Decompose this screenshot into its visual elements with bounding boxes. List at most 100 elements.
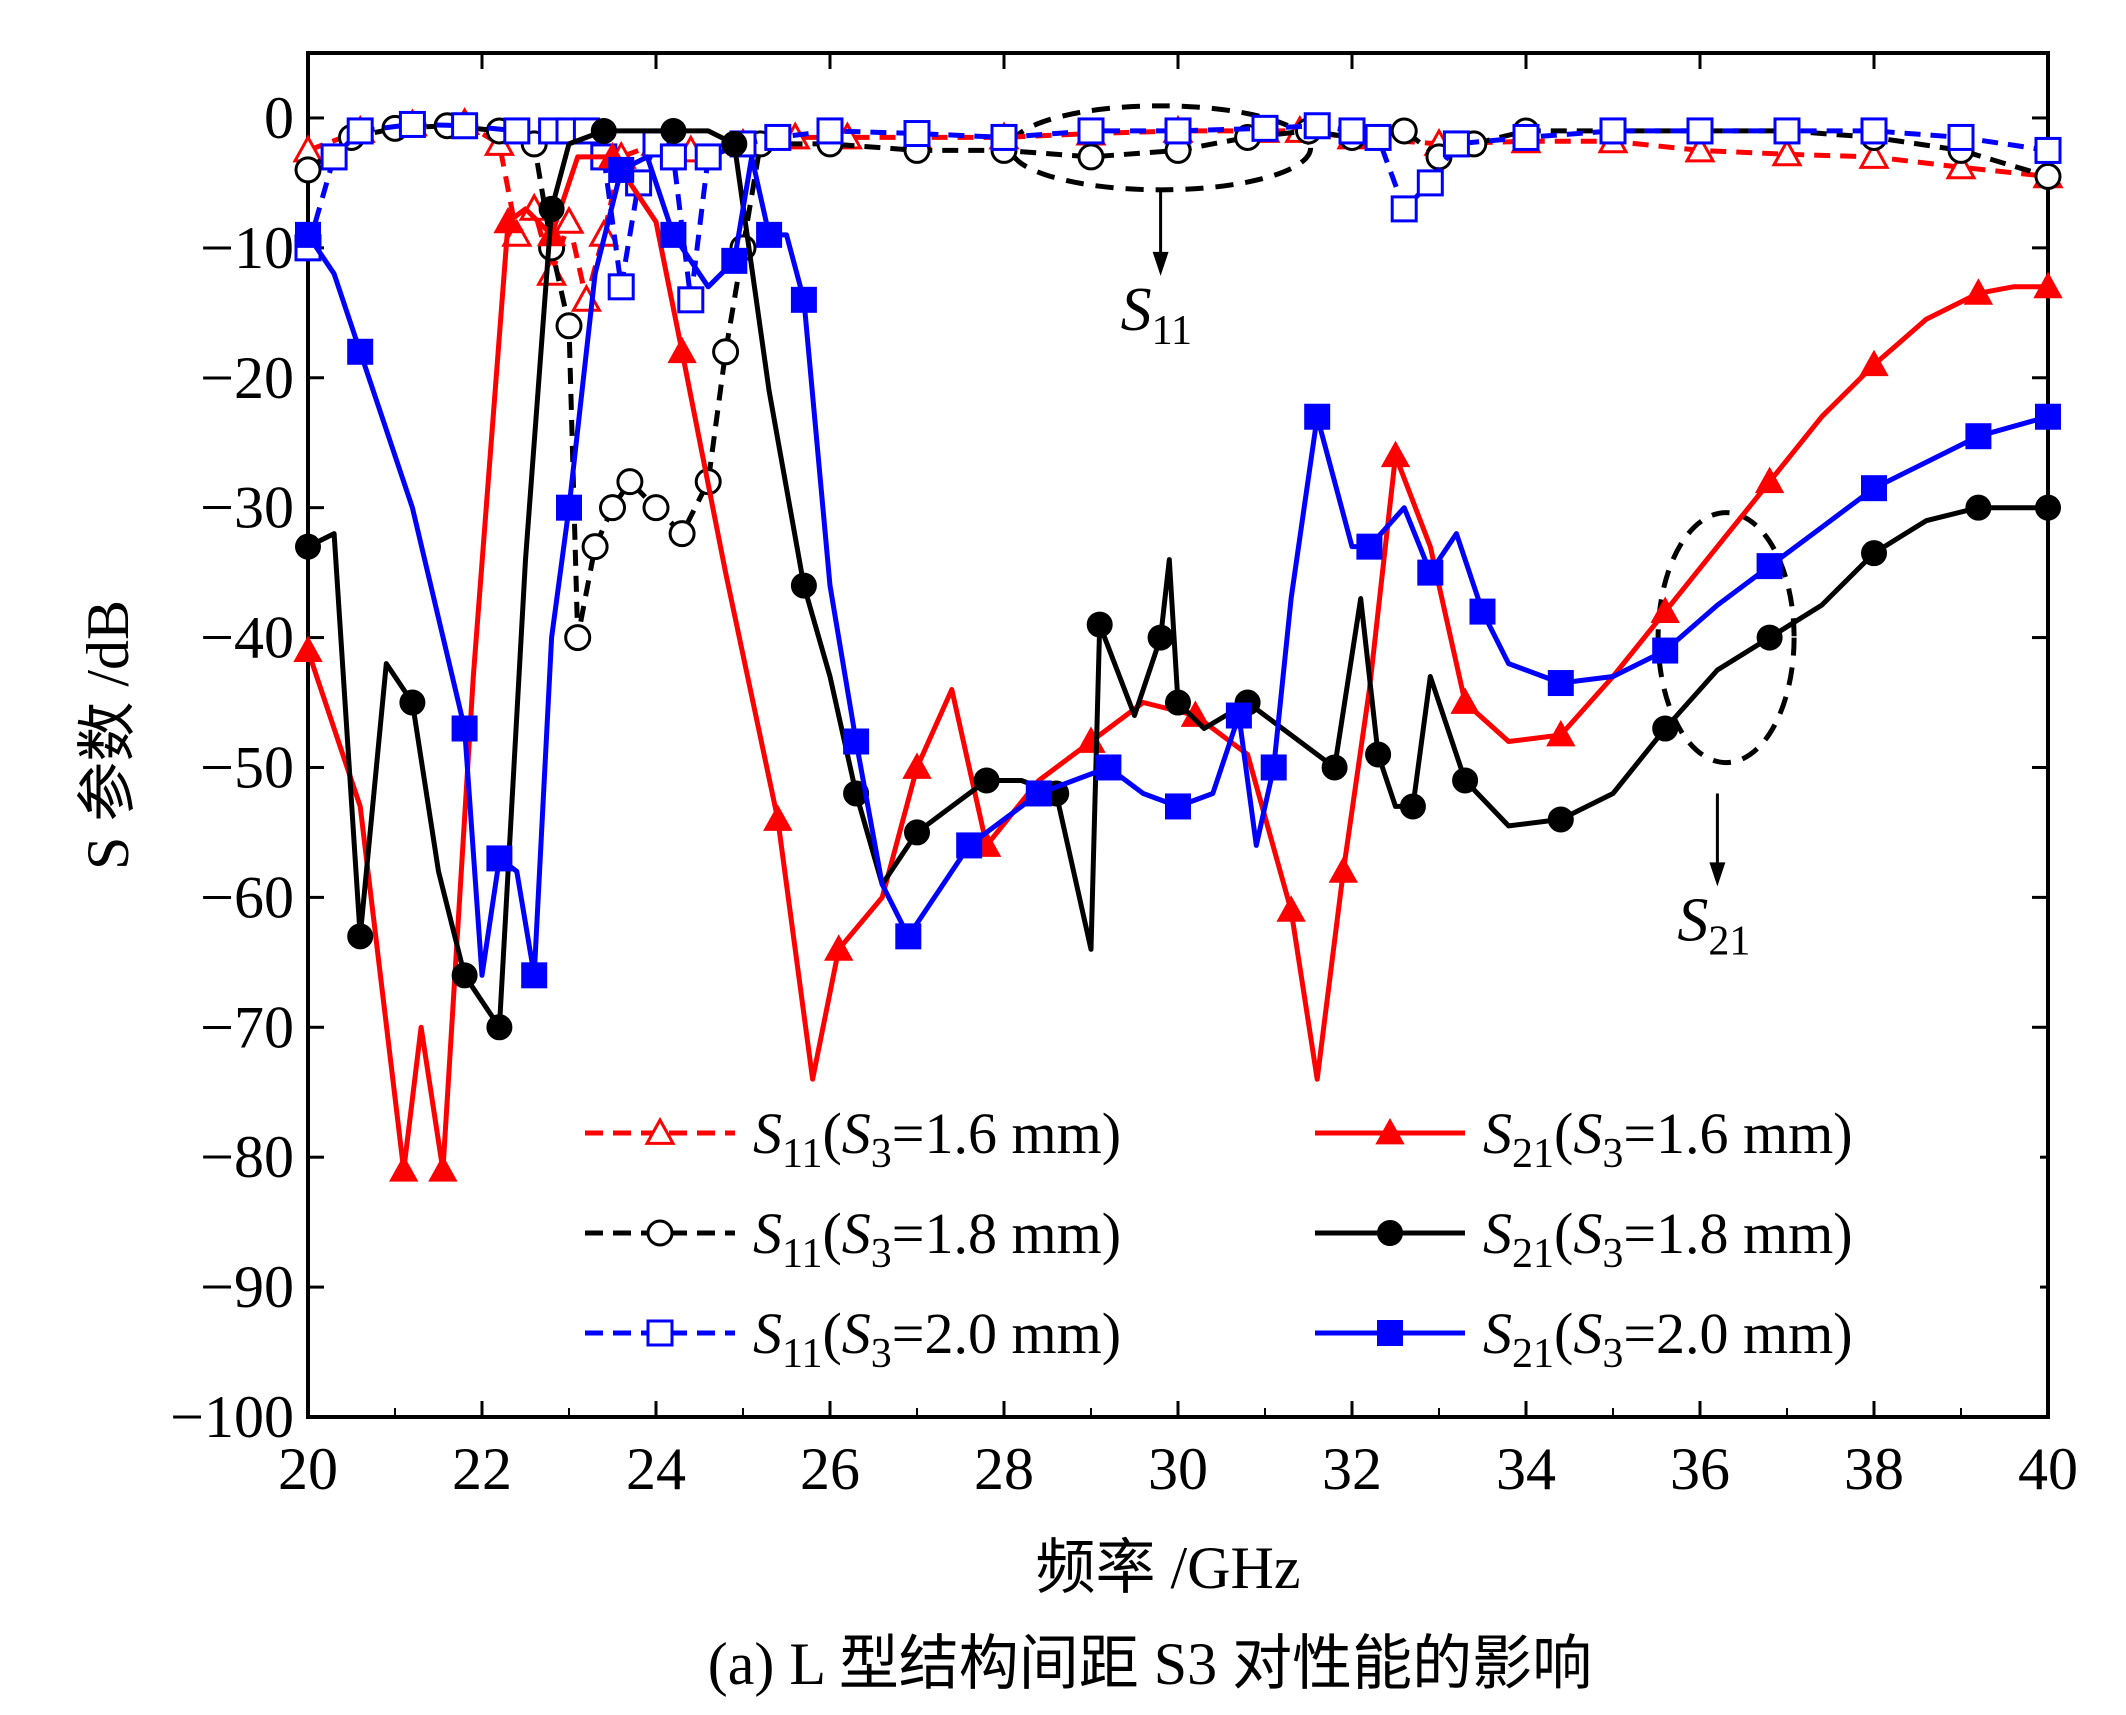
x-tick-label: 26: [800, 1436, 860, 1502]
data-point: [1859, 349, 1889, 377]
data-point: [667, 336, 697, 364]
data-point: [1225, 702, 1252, 729]
x-axis-title: 频率 /GHz: [1036, 1535, 1301, 1601]
data-point: [1945, 151, 1977, 180]
data-point: [756, 221, 783, 248]
data-point: [1321, 754, 1348, 781]
data-point: [1756, 624, 1783, 651]
data-point: [1965, 494, 1992, 521]
data-point: [428, 1155, 458, 1182]
data-point: [816, 117, 844, 145]
x-tick-label: 40: [2018, 1436, 2078, 1502]
y-tick-label: −40: [200, 605, 294, 671]
x-tick-label: 28: [974, 1436, 1034, 1502]
data-point: [973, 767, 1000, 794]
annotations: S11 S21: [1008, 103, 1797, 964]
data-point: [1512, 123, 1540, 151]
data-point: [1771, 138, 1803, 167]
data-point: [659, 143, 687, 171]
data-point: [1546, 719, 1576, 747]
annotation-label: S11: [1121, 276, 1192, 354]
data-point: [1251, 114, 1279, 142]
data-point: [990, 123, 1018, 151]
y-tick-labels: 0 −10 −20 −30 −40 −50 −60 −70 −80 −90 −100: [170, 85, 294, 1450]
legend-label: S11(S3=1.6 mm): [753, 1101, 1121, 1177]
data-point: [1356, 533, 1383, 560]
data-point: [1452, 767, 1479, 794]
data-point: [1684, 134, 1716, 163]
data-point: [1686, 117, 1714, 145]
x-tick-label: 20: [278, 1436, 338, 1502]
data-point: [1338, 117, 1366, 145]
data-point: [538, 195, 565, 222]
data-point: [346, 117, 374, 145]
data-point: [1165, 793, 1191, 820]
data-point: [1861, 540, 1887, 567]
y-tick-label: −100: [170, 1384, 294, 1450]
data-point: [1095, 754, 1122, 781]
data-point: [668, 520, 696, 548]
data-point: [347, 923, 374, 950]
data-point: [1328, 856, 1358, 883]
legend-label: S21(S3=1.8 mm): [1483, 1201, 1853, 1277]
data-point: [599, 494, 626, 522]
data-point: [1276, 895, 1306, 922]
data-point: [1077, 143, 1105, 171]
data-point: [451, 112, 479, 140]
data-point: [1417, 559, 1444, 586]
data-point: [1304, 403, 1331, 430]
y-tick-label: −50: [200, 734, 294, 800]
data-point: [694, 143, 722, 171]
data-point: [721, 130, 748, 157]
data-point: [607, 273, 635, 301]
annotation-arrowhead: [1152, 251, 1169, 276]
data-point: [1399, 793, 1426, 820]
data-point: [824, 934, 854, 961]
y-tick-label: 0: [264, 85, 294, 151]
data-point: [1652, 715, 1679, 742]
data-point: [608, 156, 635, 183]
data-point: [1147, 624, 1174, 651]
data-point: [553, 205, 585, 234]
x-tick-label: 22: [452, 1436, 512, 1502]
y-tick-label: −80: [200, 1124, 294, 1190]
data-point: [1164, 117, 1192, 145]
series-line: [306, 128, 2048, 1030]
data-point: [1416, 169, 1444, 197]
data-point: [293, 635, 323, 662]
x-tick-label: 38: [1844, 1436, 1904, 1502]
data-point: [660, 117, 687, 144]
data-point: [2033, 271, 2063, 299]
data-point: [2034, 162, 2062, 190]
annotation-arrowhead: [1709, 862, 1726, 887]
data-point: [1756, 553, 1783, 580]
data-point: [790, 286, 817, 313]
data-point: [451, 962, 478, 989]
data-point: [493, 206, 523, 234]
data-point: [712, 338, 740, 366]
data-point: [660, 221, 687, 248]
figure-caption: (a) L 型结构间距 S3 对性能的影响: [708, 1631, 1592, 1697]
annotation-label: S21: [1677, 886, 1750, 964]
data-point: [389, 1155, 419, 1182]
data-point: [902, 752, 932, 779]
data-point: [721, 247, 748, 274]
data-point: [616, 468, 644, 496]
legend-label: S11(S3=2.0 mm): [753, 1301, 1121, 1377]
x-tick-label: 30: [1148, 1436, 1208, 1502]
legend-marker: [644, 1116, 676, 1145]
series-group: [292, 107, 2064, 1182]
y-tick-label: −20: [200, 345, 294, 411]
legend-label: S21(S3=1.6 mm): [1483, 1101, 1853, 1177]
legend-item: S21(S3=1.6 mm): [1315, 1101, 1853, 1177]
data-point: [1303, 112, 1331, 140]
series-s21-18: [295, 117, 2061, 1041]
x-tick-label: 36: [1670, 1436, 1730, 1502]
data-point: [764, 123, 792, 151]
y-tick-label: −70: [200, 994, 294, 1060]
data-point: [1364, 123, 1392, 151]
data-point: [1390, 117, 1418, 145]
data-point: [1469, 598, 1496, 625]
legend: S11(S3=1.6 mm) S11(S3=1.8 mm) S11(S3=2.0 m…: [560, 1085, 2040, 1385]
data-point: [2034, 136, 2062, 164]
